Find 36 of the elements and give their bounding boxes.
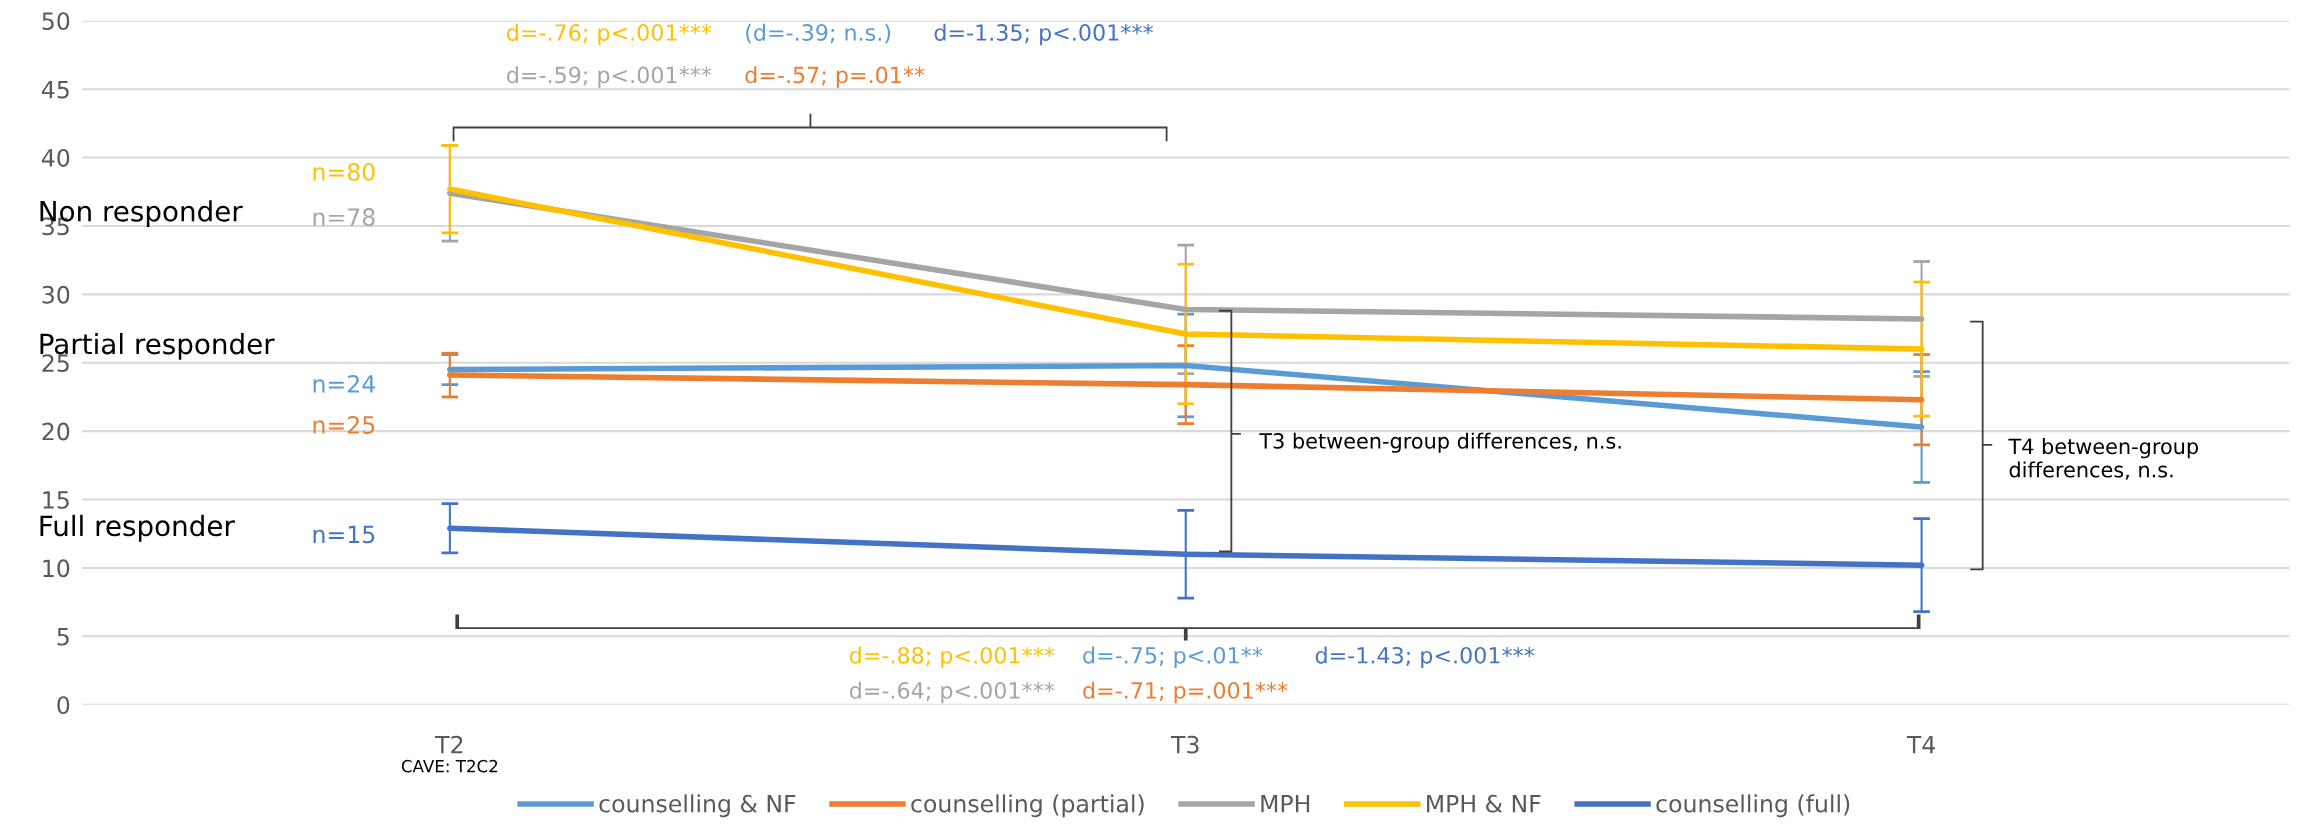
annotation: T3 between-group differences, n.s. [1259, 432, 1621, 453]
y-tick-label: 20 [42, 422, 70, 441]
annotation: d=-.57; p=.01** [745, 66, 925, 88]
annotation: n=15 [313, 525, 375, 544]
annotation: d=-.64; p<.001*** [849, 681, 1055, 704]
x-tick-label: T2 [435, 735, 463, 754]
legend-label: counselling & NF [599, 794, 796, 818]
annotation: d=-.75; p<.01** [1083, 646, 1263, 668]
legend-label: MPH & NF [1427, 794, 1541, 813]
annotation: d=-.76; p<.001*** [507, 23, 712, 46]
legend-label: counselling (partial) [911, 794, 1144, 818]
annotation: Full responder [40, 514, 235, 542]
y-tick-label: 45 [41, 80, 69, 99]
annotation: d=-1.35; p<.001*** [934, 23, 1153, 46]
annotation: (d=-.39; n.s.) [746, 23, 891, 44]
annotation: n=24 [313, 375, 375, 393]
annotation: n=80 [313, 162, 375, 181]
text: CAVE: T2C2 [401, 759, 498, 773]
annotation: T4 between-group differences, n.s. [2008, 438, 2198, 480]
legend-label: MPH [1261, 795, 1310, 813]
y-tick-label: 15 [43, 491, 69, 509]
y-tick-label: 40 [41, 149, 70, 167]
annotation: n=78 [313, 208, 375, 226]
y-tick-label: 5 [57, 628, 69, 646]
x-tick-label: T3 [1170, 735, 1199, 754]
legend-label: counselling (full) [1656, 794, 1850, 818]
annotation: d=-.59; p<.001*** [507, 66, 712, 88]
annotation: d=-.88; p<.001*** [849, 646, 1055, 668]
annotation: d=-1.43; p<.001*** [1315, 646, 1535, 668]
annotation: n=25 [313, 416, 375, 434]
y-tick-label: 30 [42, 285, 70, 304]
y-tick-label: 0 [57, 696, 70, 715]
annotation: d=-.71; p=.001*** [1083, 681, 1288, 704]
y-tick-label: 10 [43, 559, 70, 578]
x-tick-label: T4 [1906, 735, 1935, 754]
y-tick-label: 50 [42, 12, 70, 31]
